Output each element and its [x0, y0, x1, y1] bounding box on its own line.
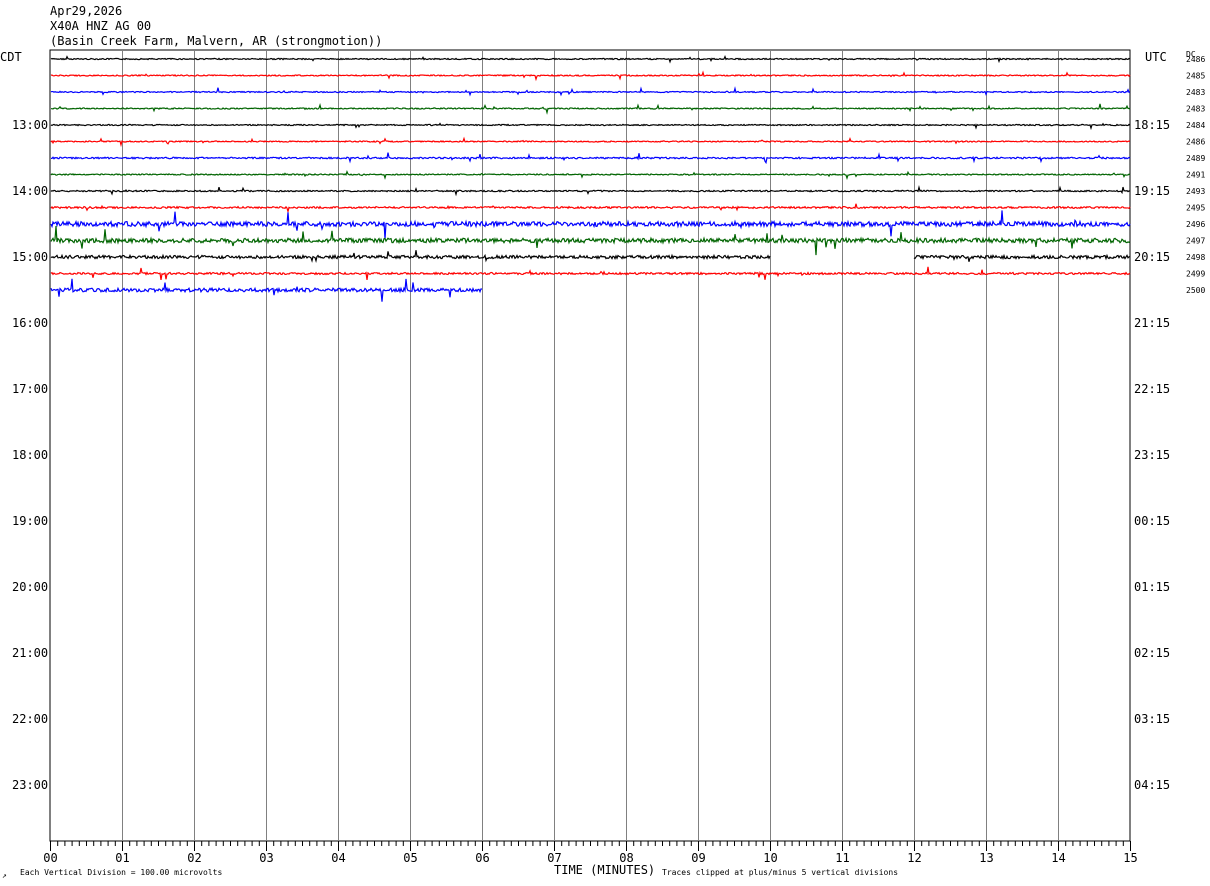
trace-line: [50, 170, 1131, 180]
trace-line: [50, 266, 1131, 281]
dc-offset-label: 2499: [1186, 270, 1205, 279]
utc-hour-label: 22:15: [1134, 382, 1170, 396]
trace-line: [50, 54, 1131, 64]
cdt-hour-label: 14:00: [12, 184, 48, 198]
trace-line: [50, 152, 1131, 165]
cdt-hour-label: 15:00: [12, 250, 48, 264]
x-tick-label: 13: [979, 851, 993, 865]
x-tick-label: 06: [475, 851, 489, 865]
utc-hour-label: 03:15: [1134, 712, 1170, 726]
dc-offset-label: 2483: [1186, 105, 1205, 114]
cdt-hour-label: 18:00: [12, 448, 48, 462]
dc-label: DC: [1186, 50, 1196, 59]
trace-line: [50, 86, 1131, 97]
cdt-hour-label: 16:00: [12, 316, 48, 330]
date-label: Apr29,2026: [50, 4, 123, 18]
trace-line: [50, 102, 1131, 115]
utc-hour-label: 04:15: [1134, 778, 1170, 792]
x-tick-label: 15: [1123, 851, 1137, 865]
utc-hour-label: 18:15: [1134, 118, 1170, 132]
trace-line: [50, 184, 1131, 197]
axis-labels: 00 01 02 03 04 05 06 07 08 09 10 11 12 13 14 15 13:00 18:…: [12, 55, 1205, 865]
trace-line: [50, 250, 1131, 263]
dc-offset-label: 2496: [1186, 220, 1205, 229]
trace-line: [50, 70, 1131, 82]
x-tick-label: 02: [187, 851, 201, 865]
dc-offset-label: 2493: [1186, 187, 1205, 196]
trace-line: [50, 122, 1131, 131]
right-axis-label: UTC: [1145, 50, 1167, 64]
trace-line: [50, 226, 1131, 256]
left-axis-label: CDT: [0, 50, 22, 64]
dc-offset-label: 2484: [1186, 121, 1205, 130]
x-tick-label: 12: [907, 851, 921, 865]
x-tick-label: 11: [835, 851, 849, 865]
seismic-traces: [50, 54, 1131, 302]
utc-hour-label: 02:15: [1134, 646, 1170, 660]
station-label: X40A HNZ AG 00: [50, 19, 152, 33]
dc-offset-label: 2486: [1186, 138, 1205, 147]
grid-lines: [49, 49, 1131, 851]
x-tick-label: 10: [763, 851, 777, 865]
location-label: (Basin Creek Farm, Malvern, AR (strongmo…: [50, 34, 383, 48]
utc-hour-label: 23:15: [1134, 448, 1170, 462]
x-tick-label: 05: [403, 851, 417, 865]
plot-frame: [49, 49, 1131, 842]
cdt-hour-label: 21:00: [12, 646, 48, 660]
x-tick-label: 04: [331, 851, 345, 865]
utc-hour-label: 01:15: [1134, 580, 1170, 594]
x-tick-label: 01: [115, 851, 129, 865]
dc-offset-label: 2483: [1186, 88, 1205, 97]
dc-offset-label: 2491: [1186, 171, 1205, 180]
x-tick-label: 08: [619, 851, 633, 865]
trace-line: [50, 278, 483, 302]
dc-offset-label: 2485: [1186, 72, 1205, 81]
utc-hour-label: 21:15: [1134, 316, 1170, 330]
cdt-hour-label: 23:00: [12, 778, 48, 792]
dc-offset-label: 2495: [1186, 204, 1205, 213]
utc-hour-label: 20:15: [1134, 250, 1170, 264]
cdt-hour-label: 19:00: [12, 514, 48, 528]
cdt-hour-label: 22:00: [12, 712, 48, 726]
x-tick-label: 03: [259, 851, 273, 865]
scale-note: Each Vertical Division = 100.00 microvol…: [20, 868, 222, 877]
x-tick-label: 09: [691, 851, 705, 865]
dc-offset-label: 2500: [1186, 286, 1205, 295]
cdt-hour-label: 13:00: [12, 118, 48, 132]
trace-line: [50, 210, 1131, 240]
corner-mark: ↗: [2, 871, 7, 880]
x-axis-title: TIME (MINUTES): [554, 863, 655, 877]
trace-line: [50, 136, 1131, 148]
x-tick-label: 14: [1051, 851, 1065, 865]
x-tick-label: 00: [43, 851, 57, 865]
dc-offset-label: 2497: [1186, 237, 1205, 246]
cdt-hour-label: 20:00: [12, 580, 48, 594]
dc-offset-label: 2486: [1186, 55, 1205, 64]
x-tick-label: 07: [547, 851, 561, 865]
clip-note: Traces clipped at plus/minus 5 vertical …: [662, 868, 898, 877]
dc-offset-label: 2489: [1186, 154, 1205, 163]
utc-hour-label: 00:15: [1134, 514, 1170, 528]
dc-offset-label: 2498: [1186, 253, 1205, 262]
chart-header: Apr29,2026 X40A HNZ AG 00 (Basin Creek F…: [50, 4, 382, 49]
trace-line: [50, 203, 1131, 214]
cdt-hour-label: 17:00: [12, 382, 48, 396]
utc-hour-label: 19:15: [1134, 184, 1170, 198]
